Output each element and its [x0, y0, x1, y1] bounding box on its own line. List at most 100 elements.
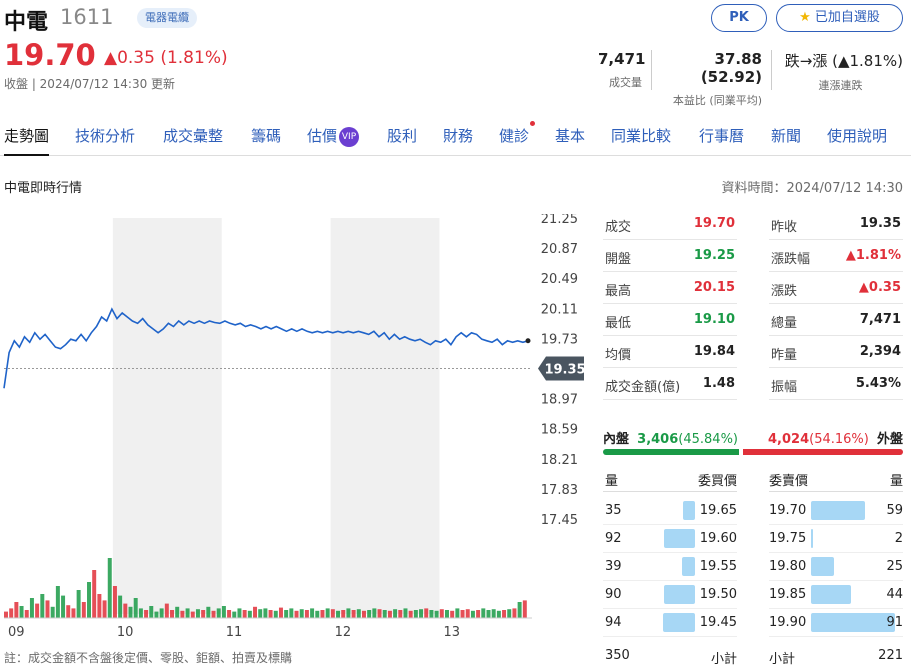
- bid-row: 39 19.55: [603, 553, 737, 581]
- volume-bar: [14, 602, 19, 618]
- volume-bar: [211, 610, 216, 618]
- tab-calendar[interactable]: 行事曆: [699, 127, 745, 145]
- volume-bar: [382, 610, 387, 618]
- volume-bar: [356, 609, 361, 618]
- tab-technical[interactable]: 技術分析: [75, 127, 136, 145]
- ask-header: 委賣價 量: [769, 468, 903, 492]
- pk-button[interactable]: PK: [711, 4, 767, 32]
- bid-price[interactable]: 19.50: [699, 587, 737, 602]
- outer-value: 4,024: [768, 432, 810, 447]
- volume-bar: [258, 609, 263, 618]
- ask-price[interactable]: 19.85: [769, 587, 807, 602]
- volume-bar: [310, 608, 315, 618]
- volume-bar: [227, 610, 232, 618]
- volume-bar: [502, 610, 507, 618]
- ask-bar: [811, 501, 866, 520]
- stat-value: 7,471: [598, 50, 646, 68]
- tab-chips[interactable]: 籌碼: [251, 127, 282, 145]
- bid-header: 量 委買價: [603, 468, 737, 492]
- volume-bar: [35, 603, 40, 618]
- volume-bar: [289, 608, 294, 618]
- ask-row: 19.75 2: [769, 525, 903, 553]
- volume-bar: [263, 608, 268, 618]
- quote-right-row: 總量 7,471: [769, 304, 903, 336]
- y-tick-label: 18.21: [541, 453, 578, 468]
- ask-price[interactable]: 19.90: [769, 615, 807, 630]
- volume-bar: [71, 608, 76, 618]
- volume-bar: [470, 610, 475, 618]
- quote-value: 19.35: [859, 216, 901, 231]
- bid-price[interactable]: 19.60: [699, 531, 737, 546]
- quote-value: 7,471: [859, 312, 901, 327]
- volume-bar: [351, 610, 356, 618]
- stat-pe: 37.88 (52.92) 本益比 (同業平均): [658, 50, 762, 108]
- quote-value: 19.84: [693, 344, 735, 359]
- bid-qty: 94: [605, 615, 622, 630]
- ask-row: 19.90 91: [769, 609, 903, 637]
- tab-news[interactable]: 新聞: [771, 127, 802, 145]
- quote-right-row: 昨量 2,394: [769, 336, 903, 368]
- ask-price[interactable]: 19.75: [769, 531, 807, 546]
- bid-row: 35 19.65: [603, 497, 737, 525]
- quote-label: 昨量: [771, 348, 798, 363]
- tab-dividend[interactable]: 股利: [387, 127, 418, 145]
- volume-bar: [450, 610, 455, 618]
- volume-bar: [206, 606, 211, 618]
- volume-bar: [403, 608, 408, 618]
- ask-price[interactable]: 19.70: [769, 503, 807, 518]
- volume-bar: [486, 610, 491, 618]
- tab-trades[interactable]: 成交彙整: [163, 127, 224, 145]
- volume-bar: [496, 610, 501, 618]
- bid-bar: [663, 529, 695, 548]
- volume-bar: [29, 598, 34, 618]
- outer-bar: [742, 449, 903, 455]
- volume-bar: [346, 608, 351, 618]
- inner-value: 3,406: [637, 432, 679, 447]
- quote-label: 開盤: [605, 252, 632, 267]
- stat-value: 跌→漲 (▲1.81%): [784, 52, 903, 70]
- quote-value: 19.70: [693, 216, 735, 231]
- bid-price[interactable]: 19.55: [699, 559, 737, 574]
- volume-bar: [159, 608, 164, 618]
- x-tick-label: 09: [8, 625, 25, 640]
- quote-left-row: 成交金額(億) 1.48: [603, 368, 737, 400]
- ask-row: 19.85 44: [769, 581, 903, 609]
- tab-basic[interactable]: 基本: [555, 127, 586, 145]
- bid-price[interactable]: 19.45: [699, 615, 737, 630]
- vip-badge: VIP: [339, 127, 360, 147]
- volume-bar: [455, 608, 460, 618]
- add-watchlist-button[interactable]: ★ 已加自選股: [776, 4, 903, 32]
- volume-bar: [221, 606, 226, 618]
- volume-bar: [50, 606, 55, 618]
- tab-valuation[interactable]: 估價 VIP: [307, 125, 360, 147]
- ask-price[interactable]: 19.80: [769, 559, 807, 574]
- volume-bar: [164, 603, 169, 618]
- tab-help[interactable]: 使用說明: [827, 127, 888, 145]
- quote-right-row: 漲跌幅 ▲1.81%: [769, 240, 903, 272]
- outer-label: 外盤: [876, 432, 903, 447]
- intraday-chart[interactable]: 21.25 20.87 20.49 20.11 19.73 18.97 18.59 18.21…: [0, 214, 592, 644]
- y-tick-label: 18.59: [541, 423, 578, 438]
- bid-qty: 92: [605, 531, 622, 546]
- industry-tag[interactable]: 電器電纜: [137, 8, 197, 28]
- tab-peer-compare[interactable]: 同業比較: [611, 127, 672, 145]
- quote-label: 成交: [605, 220, 632, 235]
- notification-dot: [530, 121, 536, 126]
- tab-label: 估價: [307, 127, 338, 145]
- ask-qty: 25: [886, 559, 903, 574]
- volume-bar: [330, 609, 335, 618]
- stat-label: 成交量: [609, 76, 642, 89]
- inner-pct: (45.84%): [678, 432, 738, 447]
- volume-bar: [180, 610, 185, 618]
- volume-bar: [253, 606, 258, 618]
- volume-bar: [128, 606, 133, 618]
- ask-bar: [811, 585, 852, 604]
- tab-diagnosis[interactable]: 健診: [499, 121, 536, 146]
- tab-trend[interactable]: 走勢圖: [4, 125, 50, 156]
- tab-financial[interactable]: 財務: [443, 127, 474, 145]
- bid-price[interactable]: 19.65: [699, 503, 737, 518]
- current-price: 19.70: [4, 38, 96, 72]
- quote-label: 振幅: [771, 380, 798, 395]
- quote-left-row: 成交 19.70: [603, 208, 737, 240]
- volume-bar: [393, 609, 398, 618]
